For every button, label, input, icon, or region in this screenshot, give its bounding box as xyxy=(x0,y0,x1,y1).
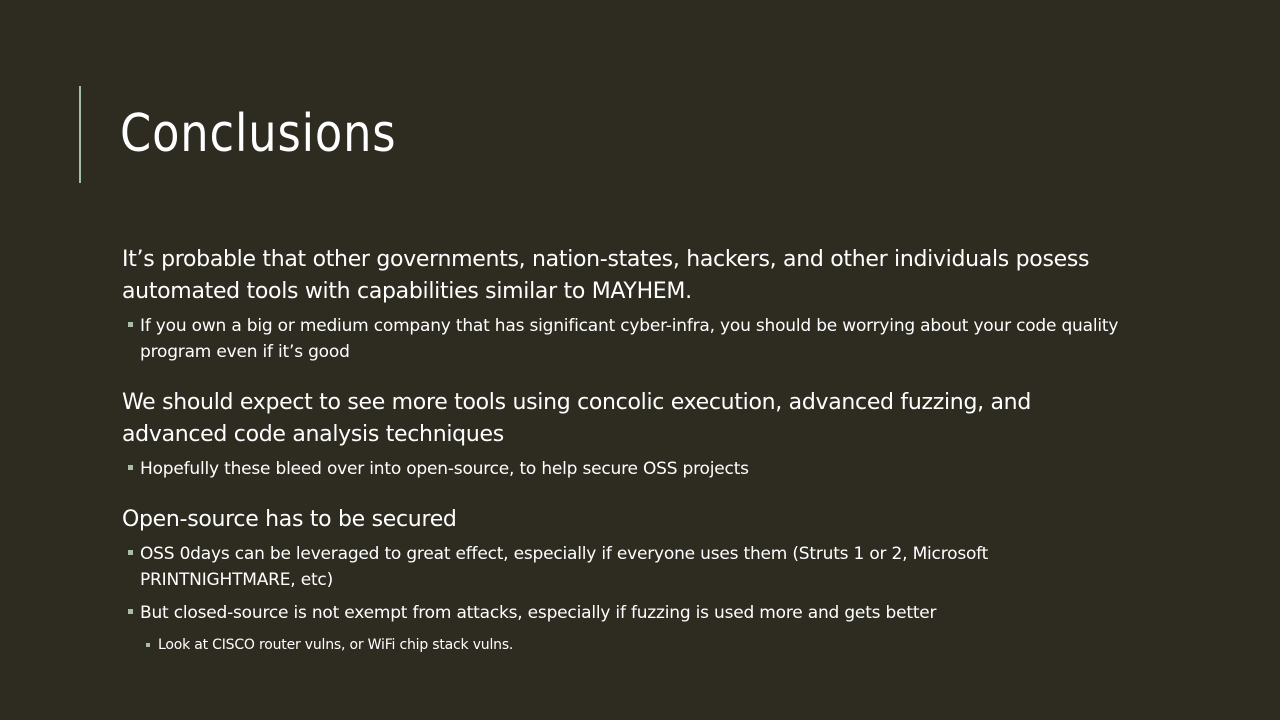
point-2-sub-1-text: Hopefully these bleed over into open-sou… xyxy=(140,459,749,479)
square-bullet-icon xyxy=(128,550,133,555)
point-3-sub-2: But closed-source is not exempt from att… xyxy=(122,600,1142,626)
point-3-sub-2-detail: Look at CISCO router vulns, or WiFi chip… xyxy=(122,635,1142,655)
point-2: We should expect to see more tools using… xyxy=(122,390,1031,447)
point-3-sub-2-detail-text: Look at CISCO router vulns, or WiFi chip… xyxy=(158,637,514,653)
square-bullet-icon xyxy=(146,643,150,647)
point-2-sub-1: Hopefully these bleed over into open-sou… xyxy=(122,456,1142,482)
point-1-sub-1: If you own a big or medium company that … xyxy=(122,313,1142,365)
point-3: Open-source has to be secured xyxy=(122,507,457,532)
square-bullet-icon xyxy=(128,465,133,470)
point-3-sub-1: OSS 0days can be leveraged to great effe… xyxy=(122,541,1142,593)
slide-title: Conclusions xyxy=(120,104,397,164)
square-bullet-icon xyxy=(128,322,133,327)
slide-body: It’s probable that other governments, na… xyxy=(122,244,1142,655)
title-accent-bar xyxy=(79,86,81,183)
square-bullet-icon xyxy=(128,609,133,614)
point-1-sub-1-text: If you own a big or medium company that … xyxy=(140,316,1119,362)
point-1: It’s probable that other governments, na… xyxy=(122,247,1090,304)
point-3-sub-2-text: But closed-source is not exempt from att… xyxy=(140,603,937,623)
point-3-sub-1-text: OSS 0days can be leveraged to great effe… xyxy=(140,544,989,590)
